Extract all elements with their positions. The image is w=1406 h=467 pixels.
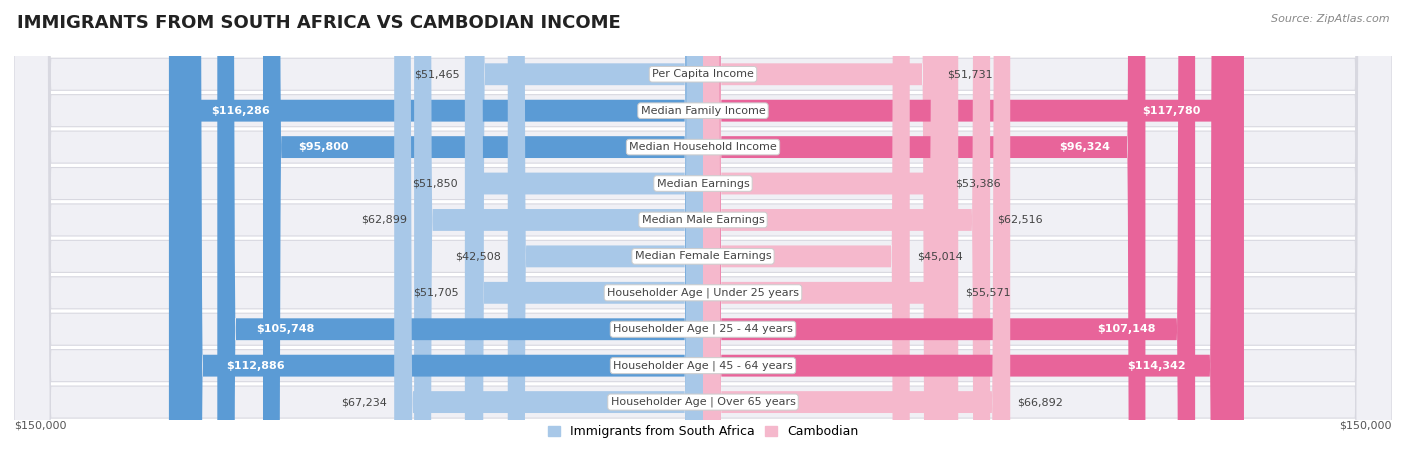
Text: $66,892: $66,892 bbox=[1017, 397, 1063, 407]
Text: Householder Age | 45 - 64 years: Householder Age | 45 - 64 years bbox=[613, 361, 793, 371]
FancyBboxPatch shape bbox=[703, 0, 1195, 467]
FancyBboxPatch shape bbox=[703, 0, 1011, 467]
Text: Median Household Income: Median Household Income bbox=[628, 142, 778, 152]
FancyBboxPatch shape bbox=[14, 0, 1392, 467]
FancyBboxPatch shape bbox=[467, 0, 703, 467]
Text: $150,000: $150,000 bbox=[1340, 420, 1392, 430]
Text: $42,508: $42,508 bbox=[456, 251, 501, 262]
FancyBboxPatch shape bbox=[14, 0, 1392, 467]
FancyBboxPatch shape bbox=[703, 0, 990, 467]
Text: Median Female Earnings: Median Female Earnings bbox=[634, 251, 772, 262]
Text: $114,342: $114,342 bbox=[1128, 361, 1187, 371]
FancyBboxPatch shape bbox=[14, 0, 1392, 467]
Text: $107,148: $107,148 bbox=[1097, 324, 1156, 334]
Text: $45,014: $45,014 bbox=[917, 251, 962, 262]
FancyBboxPatch shape bbox=[703, 0, 1146, 467]
Text: IMMIGRANTS FROM SOUTH AFRICA VS CAMBODIAN INCOME: IMMIGRANTS FROM SOUTH AFRICA VS CAMBODIA… bbox=[17, 14, 620, 32]
Text: $95,800: $95,800 bbox=[298, 142, 349, 152]
FancyBboxPatch shape bbox=[14, 0, 1392, 467]
Text: $67,234: $67,234 bbox=[342, 397, 387, 407]
FancyBboxPatch shape bbox=[184, 0, 703, 467]
FancyBboxPatch shape bbox=[218, 0, 703, 467]
FancyBboxPatch shape bbox=[169, 0, 703, 467]
Text: $53,386: $53,386 bbox=[955, 178, 1001, 189]
Text: $51,705: $51,705 bbox=[413, 288, 458, 298]
FancyBboxPatch shape bbox=[394, 0, 703, 467]
Text: $51,731: $51,731 bbox=[948, 69, 993, 79]
Text: Householder Age | 25 - 44 years: Householder Age | 25 - 44 years bbox=[613, 324, 793, 334]
FancyBboxPatch shape bbox=[14, 0, 1392, 467]
FancyBboxPatch shape bbox=[14, 0, 1392, 467]
FancyBboxPatch shape bbox=[508, 0, 703, 467]
FancyBboxPatch shape bbox=[465, 0, 703, 467]
FancyBboxPatch shape bbox=[14, 0, 1392, 467]
FancyBboxPatch shape bbox=[703, 0, 941, 467]
FancyBboxPatch shape bbox=[703, 0, 1244, 467]
Text: $62,516: $62,516 bbox=[997, 215, 1043, 225]
Text: $62,899: $62,899 bbox=[361, 215, 408, 225]
Text: $117,780: $117,780 bbox=[1142, 106, 1201, 116]
Text: $96,324: $96,324 bbox=[1059, 142, 1109, 152]
Text: Source: ZipAtlas.com: Source: ZipAtlas.com bbox=[1271, 14, 1389, 24]
FancyBboxPatch shape bbox=[263, 0, 703, 467]
FancyBboxPatch shape bbox=[415, 0, 703, 467]
Text: Median Male Earnings: Median Male Earnings bbox=[641, 215, 765, 225]
Legend: Immigrants from South Africa, Cambodian: Immigrants from South Africa, Cambodian bbox=[543, 420, 863, 443]
FancyBboxPatch shape bbox=[14, 0, 1392, 467]
FancyBboxPatch shape bbox=[703, 0, 948, 467]
Text: $150,000: $150,000 bbox=[14, 420, 66, 430]
FancyBboxPatch shape bbox=[465, 0, 703, 467]
Text: Median Family Income: Median Family Income bbox=[641, 106, 765, 116]
FancyBboxPatch shape bbox=[703, 0, 959, 467]
Text: Householder Age | Under 25 years: Householder Age | Under 25 years bbox=[607, 288, 799, 298]
FancyBboxPatch shape bbox=[703, 0, 910, 467]
Text: $55,571: $55,571 bbox=[965, 288, 1011, 298]
Text: $51,850: $51,850 bbox=[412, 178, 458, 189]
Text: $116,286: $116,286 bbox=[212, 106, 270, 116]
Text: $112,886: $112,886 bbox=[226, 361, 284, 371]
FancyBboxPatch shape bbox=[14, 0, 1392, 467]
FancyBboxPatch shape bbox=[14, 0, 1392, 467]
Text: Per Capita Income: Per Capita Income bbox=[652, 69, 754, 79]
Text: $51,465: $51,465 bbox=[415, 69, 460, 79]
FancyBboxPatch shape bbox=[703, 0, 1229, 467]
Text: $105,748: $105,748 bbox=[256, 324, 315, 334]
Text: Householder Age | Over 65 years: Householder Age | Over 65 years bbox=[610, 397, 796, 407]
Text: Median Earnings: Median Earnings bbox=[657, 178, 749, 189]
